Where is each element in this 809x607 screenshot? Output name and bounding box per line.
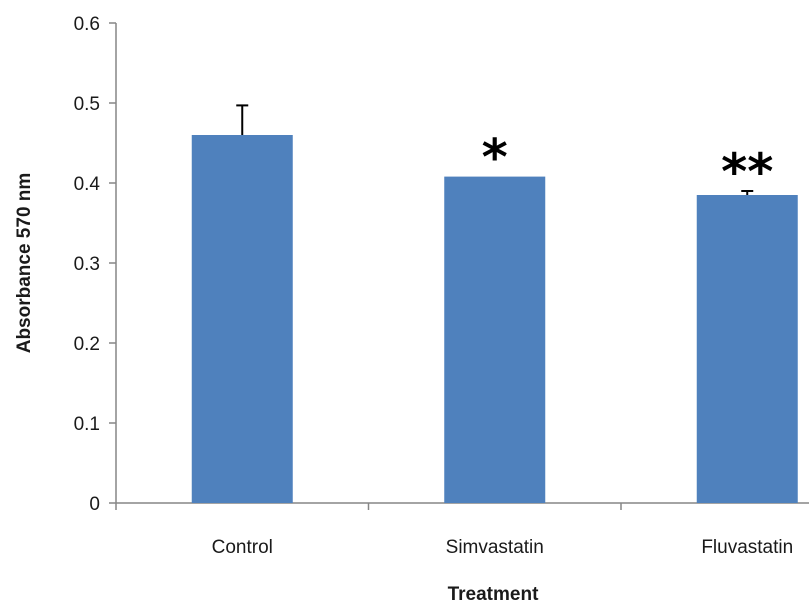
significance-annotations: * ** [482, 129, 774, 201]
y-tick-label: 0.3 [74, 254, 100, 275]
y-ticks: 0 0.1 0.2 0.3 0.4 0.5 0.6 [74, 14, 116, 515]
x-ticks: Control Simvastatin Fluvastatin [115, 503, 793, 558]
y-tick-label: 0.6 [74, 14, 100, 35]
x-axis-title: Treatment [448, 584, 539, 605]
x-tick-label: Control [212, 537, 273, 558]
y-tick-label: 0.4 [74, 174, 101, 195]
y-tick-label: 0 [89, 494, 100, 515]
bar-control [191, 135, 293, 503]
bars [191, 135, 798, 503]
bar-simvastatin [444, 176, 546, 503]
y-tick-label: 0.5 [74, 94, 100, 115]
x-tick-label: Simvastatin [446, 537, 544, 558]
significance-marker: ** [721, 143, 773, 201]
significance-marker: * [482, 129, 508, 187]
bar-fluvastatin [696, 195, 798, 503]
y-axis-title: Absorbance 570 nm [14, 173, 35, 354]
y-tick-label: 0.1 [74, 414, 100, 435]
y-tick-label: 0.2 [74, 334, 100, 355]
x-tick-label: Fluvastatin [701, 537, 793, 558]
error-bars [236, 104, 754, 195]
